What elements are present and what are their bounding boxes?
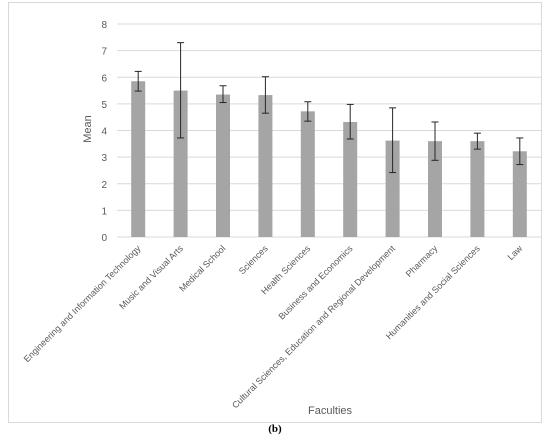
bar — [258, 95, 273, 238]
x-tick-label: Sciences — [237, 243, 270, 276]
bars — [131, 81, 527, 238]
error-bar — [389, 107, 397, 174]
x-tick-label: Law — [505, 243, 524, 262]
y-tick-label: 8 — [101, 20, 107, 31]
error-bar — [261, 76, 269, 114]
error-bars — [134, 42, 524, 174]
error-bar — [346, 103, 354, 140]
error-bar — [304, 101, 312, 122]
error-bar — [134, 70, 142, 92]
bar — [173, 90, 188, 237]
y-tick-label: 3 — [101, 153, 107, 164]
x-axis-label: Faculties — [308, 405, 353, 417]
y-tick-label: 1 — [101, 206, 107, 217]
bar — [428, 141, 442, 237]
x-tick-label: Humanities and Social Sciences — [384, 243, 482, 341]
y-tick-label: 6 — [101, 73, 107, 84]
figure-caption: (b) — [268, 423, 282, 435]
bar — [131, 81, 146, 238]
error-bar — [177, 42, 185, 139]
gridlines — [117, 23, 541, 238]
x-tick-label: Medical School — [177, 243, 227, 293]
x-tick-label: Cultural Sciences, Education and Regiona… — [230, 243, 397, 410]
y-tick-label: 5 — [101, 100, 107, 111]
bar — [385, 140, 400, 237]
chart-frame — [8, 2, 542, 423]
y-tick-label: 2 — [101, 180, 107, 191]
bar — [470, 141, 485, 237]
y-tick-label: 4 — [101, 127, 107, 138]
bar — [512, 151, 527, 237]
error-bar — [473, 132, 481, 150]
y-tick-label: 7 — [101, 47, 107, 58]
bar — [300, 111, 315, 237]
error-bar — [431, 121, 439, 161]
bar — [343, 121, 358, 237]
x-tick-label: Business and Economics — [276, 243, 355, 322]
y-tick-label: 0 — [101, 233, 107, 244]
y-axis-label: Mean — [82, 115, 94, 143]
x-tick-label: Pharmacy — [404, 243, 440, 279]
error-bar — [219, 85, 227, 104]
y-tick-labels: 0 1 2 3 4 5 6 7 8 — [101, 20, 107, 244]
bar — [216, 94, 230, 238]
x-tick-labels: Engineering and Information TechnologyMu… — [22, 243, 525, 410]
error-bar — [516, 137, 524, 166]
